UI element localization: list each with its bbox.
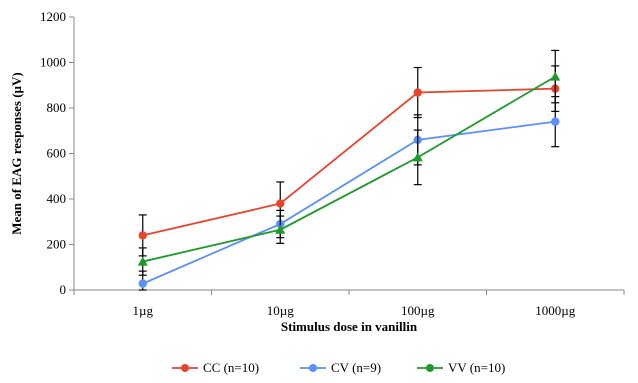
data-point xyxy=(412,152,423,162)
legend-label: VV (n=10) xyxy=(448,360,505,375)
y-tick-label: 400 xyxy=(47,191,67,206)
y-tick-label: 200 xyxy=(47,237,67,252)
legend-marker xyxy=(426,364,434,372)
x-tick-label: 1µg xyxy=(133,303,154,318)
legend: CC (n=10) CV (n=9) VV (n=10) xyxy=(172,360,505,375)
tick-labels: 0 200 400 600 800 1000 1200 1µg 10µg 100µg 1000µg xyxy=(40,9,576,318)
x-tick-label: 10µg xyxy=(267,303,294,318)
y-tick-label: 1000 xyxy=(40,55,66,70)
x-tick-label: 1000µg xyxy=(535,303,575,318)
series-group xyxy=(137,49,561,291)
series-line xyxy=(142,120,556,285)
legend-marker xyxy=(309,364,317,372)
data-point xyxy=(275,224,286,234)
y-tick-label: 0 xyxy=(60,282,67,297)
axes xyxy=(69,16,625,295)
series-line xyxy=(142,75,556,263)
y-tick-label: 800 xyxy=(47,100,67,115)
data-point xyxy=(138,279,147,288)
series-line xyxy=(142,87,556,237)
series-0 xyxy=(138,65,560,257)
y-tick-label: 600 xyxy=(47,146,67,161)
x-axis-title: Stimulus dose in vanillin xyxy=(281,319,418,334)
x-tick-label: 100µg xyxy=(401,303,435,318)
data-point xyxy=(276,199,285,208)
y-axis-title: Mean of EAG responses (µV) xyxy=(9,72,24,235)
data-point xyxy=(551,117,560,126)
data-point xyxy=(137,256,148,266)
series-2 xyxy=(137,49,561,276)
data-point xyxy=(550,71,561,81)
y-tick-label: 1200 xyxy=(40,9,66,24)
data-point xyxy=(138,231,147,240)
legend-label: CC (n=10) xyxy=(203,360,259,375)
data-point xyxy=(413,88,422,97)
legend-marker xyxy=(181,364,189,372)
legend-label: CV (n=9) xyxy=(331,360,381,375)
